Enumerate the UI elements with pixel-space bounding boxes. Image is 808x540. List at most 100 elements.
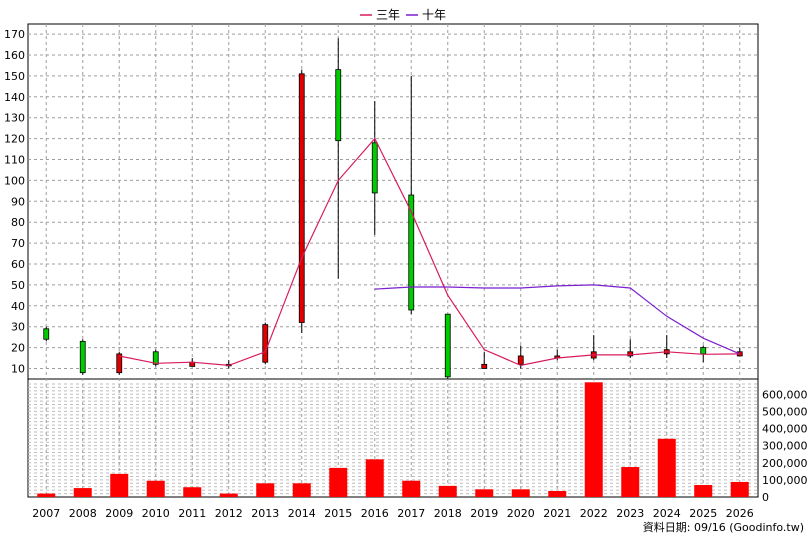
candle-body [335,69,342,142]
volume-bar [37,493,56,497]
candle-body [481,363,488,369]
year-tick-label: 2013 [251,507,279,520]
candle [408,75,415,315]
volume-axis: 0 100,000 200,000 300,000 400,000 500,000 600,… [762,388,808,504]
year-tick-label: 2007 [32,507,60,520]
year-tick-label: 2014 [288,507,316,520]
price-tick-label: 20 [11,342,25,355]
candle-body [517,355,524,365]
candle-body [371,142,378,194]
year-tick-label: 2024 [653,507,681,520]
candle [116,351,123,375]
volume-bar [292,483,311,497]
volume-bar [621,467,640,497]
candle-body [298,73,305,323]
year-tick-label: 2012 [215,507,243,520]
volume-tick-label: 400,000 [762,423,808,436]
price-tick-label: 30 [11,321,25,334]
volume-bar [584,382,603,497]
price-tick-label: 50 [11,279,25,292]
data-date-footer: 資料日期: 09/16 (Goodinfo.tw) [643,520,804,534]
candle-body [408,194,415,311]
volume-bar [475,489,494,497]
candle [481,351,488,369]
candle-body [79,340,86,374]
volume-bar [365,459,384,497]
volume-bar [730,481,749,497]
candle [262,322,269,365]
ma-line [119,137,740,367]
price-tick-label: 40 [11,300,25,313]
candle [517,345,524,369]
candle-body [116,353,123,374]
volume-bar [694,485,713,497]
volume-bar [146,480,165,497]
volume-tick-label: 600,000 [762,388,808,401]
legend-label-10y: 十年 [422,8,446,22]
moving-average-lines [119,137,741,367]
candle-body [43,328,50,340]
price-tick-label: 170 [4,28,25,41]
volume-bar [657,438,676,497]
candle [43,326,50,342]
candle [152,349,159,367]
year-tick-label: 2015 [324,507,352,520]
year-tick-label: 2025 [689,507,717,520]
year-tick-label: 2020 [507,507,535,520]
price-axis: 10 20 30 40 50 60 70 80 90 100 110 120 130 140 150 160 1… [4,28,25,375]
year-tick-label: 2023 [616,507,644,520]
year-tick-label: 2017 [397,507,425,520]
year-tick-label: 2010 [142,507,170,520]
price-tick-label: 120 [4,133,25,146]
volume-bar [183,487,202,497]
price-tick-label: 150 [4,70,25,83]
volume-bar [73,488,92,497]
volume-tick-label: 500,000 [762,405,808,418]
price-tick-label: 80 [11,216,25,229]
volume-bar [511,489,530,497]
year-tick-label: 2019 [470,507,498,520]
price-tick-label: 130 [4,112,25,125]
candle-body [627,351,634,357]
price-tick-label: 60 [11,258,25,271]
year-tick-label: 2018 [434,507,462,520]
candle-body [152,351,159,365]
volume-bar [329,467,348,497]
year-tick-label: 2021 [543,507,571,520]
year-tick-label: 2016 [361,507,389,520]
year-tick-label: 2011 [178,507,206,520]
year-tick-label: 2008 [69,507,97,520]
price-tick-label: 100 [4,174,25,187]
volume-panel [27,378,759,498]
candle-body [700,347,707,355]
volume-tick-label: 0 [762,491,769,504]
volume-bars [37,382,749,497]
price-tick-label: 110 [4,154,25,167]
candle [444,313,451,379]
volume-bar [548,491,567,497]
candles [43,38,743,379]
legend: 三年 十年 [360,8,446,22]
volume-bar [110,473,129,497]
x-axis: 2007 2008 2009 2010 2011 2012 2013 2014 2015 2016… [32,507,754,520]
price-tick-label: 70 [11,237,25,250]
price-tick-label: 140 [4,91,25,104]
volume-bar [438,485,457,497]
volume-tick-label: 100,000 [762,474,808,487]
candle [335,38,342,279]
price-tick-label: 10 [11,363,25,376]
legend-label-3y: 三年 [376,8,400,22]
price-tick-label: 90 [11,195,25,208]
year-tick-label: 2026 [726,507,754,520]
ma-line [374,284,741,355]
year-tick-label: 2022 [580,507,608,520]
candle-body [262,324,269,363]
volume-bar [219,493,238,497]
candle [298,69,305,333]
candle-body [444,313,451,378]
candle [79,339,86,375]
candle [371,100,378,235]
price-tick-label: 160 [4,49,25,62]
volume-bar [402,480,421,497]
volume-tick-label: 200,000 [762,457,808,470]
